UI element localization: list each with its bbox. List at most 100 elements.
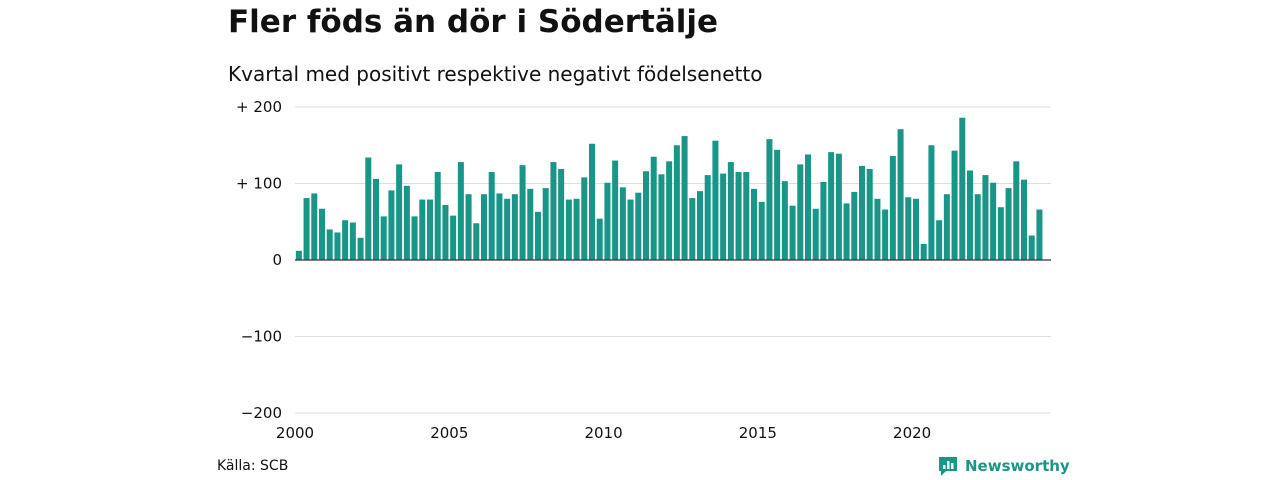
- bar: [457, 162, 464, 260]
- source-note: Källa: SCB: [217, 458, 289, 474]
- bar: [534, 211, 542, 260]
- bar: [920, 243, 927, 260]
- bar: [812, 208, 819, 260]
- bar: [797, 164, 804, 260]
- bar: [473, 223, 480, 260]
- bar: [712, 140, 719, 260]
- bar: [882, 209, 889, 260]
- bar: [743, 172, 750, 260]
- bar: [650, 156, 657, 260]
- bar: [804, 154, 812, 260]
- bar: [496, 193, 503, 260]
- x-tick-label: 2010: [584, 424, 622, 442]
- bar: [735, 172, 742, 260]
- chart-title: Fler föds än dör i Södertälje: [228, 4, 719, 40]
- bar: [766, 139, 773, 260]
- bar: [928, 145, 935, 260]
- bar: [820, 181, 827, 260]
- bar: [912, 198, 920, 260]
- bar: [342, 220, 349, 260]
- bar: [936, 220, 943, 260]
- bar: [426, 199, 434, 260]
- bar: [388, 190, 395, 260]
- bar: [588, 143, 596, 260]
- bar: [303, 198, 310, 260]
- bar: [311, 193, 318, 260]
- bar: [527, 188, 534, 260]
- bar: [642, 171, 650, 260]
- bar: [966, 170, 974, 260]
- bar: [1005, 188, 1012, 260]
- y-tick-label: + 100: [236, 175, 282, 193]
- bar: [365, 157, 372, 260]
- bar: [581, 177, 588, 260]
- bar: [658, 174, 665, 260]
- bar: [612, 160, 619, 260]
- y-tick-label: −100: [241, 328, 282, 346]
- bar: [851, 191, 858, 260]
- bar: [442, 204, 449, 260]
- bar: [858, 165, 866, 260]
- bar: [411, 216, 418, 260]
- bar: [295, 250, 302, 260]
- bar: [943, 194, 950, 260]
- bar: [550, 162, 557, 260]
- bar: [519, 165, 526, 260]
- bar: [488, 172, 495, 260]
- bar: [905, 197, 912, 260]
- bar: [997, 207, 1004, 260]
- bar: [673, 145, 680, 260]
- bar: [696, 191, 704, 260]
- bar: [419, 199, 426, 260]
- bar: [1020, 179, 1028, 260]
- bar: [959, 117, 966, 261]
- bar: [951, 150, 958, 260]
- y-tick-label: 0: [272, 251, 282, 269]
- bar: [565, 199, 572, 260]
- bar: [635, 192, 642, 260]
- bar: [704, 175, 711, 260]
- x-tick-label: 2015: [739, 424, 777, 442]
- bar: [1036, 209, 1043, 260]
- bar: [480, 194, 488, 260]
- chart-subtitle: Kvartal med positivt respektive negativt…: [228, 62, 763, 86]
- bar: [897, 129, 904, 260]
- bar: [828, 152, 835, 260]
- bar: [666, 161, 673, 260]
- bar: [450, 215, 457, 260]
- axes: + 200 + 100 0 −100 −200 2000 2005 2010 2015 2020: [236, 98, 1051, 442]
- bar: [326, 229, 333, 260]
- brand-logo: Newsworthy: [937, 455, 1070, 477]
- bar: [604, 182, 611, 260]
- bar: [889, 155, 896, 260]
- y-tick-label: + 200: [236, 98, 282, 116]
- bar: [990, 182, 997, 260]
- bar: [974, 194, 981, 260]
- bar: [349, 222, 356, 260]
- bar: [774, 149, 781, 260]
- bars: [295, 117, 1043, 261]
- bar: [835, 153, 842, 260]
- bar: [681, 136, 688, 260]
- bar: [1028, 235, 1035, 260]
- bar: [874, 198, 881, 260]
- bar: [542, 188, 549, 260]
- bar: [720, 173, 727, 260]
- x-tick-label: 2005: [430, 424, 468, 442]
- bar: [758, 201, 765, 260]
- bar: [789, 205, 796, 260]
- bar: [372, 178, 380, 260]
- bar: [619, 187, 626, 260]
- bar: [727, 162, 734, 260]
- bar: [573, 198, 580, 260]
- bar: [511, 194, 518, 260]
- bar: [750, 188, 758, 260]
- bar: [380, 216, 387, 260]
- bar: [866, 168, 873, 260]
- newsworthy-logo-icon: [939, 457, 957, 476]
- bar: [1013, 161, 1020, 260]
- bar: [781, 181, 788, 260]
- brand-name: Newsworthy: [965, 457, 1070, 475]
- bar: [843, 203, 850, 260]
